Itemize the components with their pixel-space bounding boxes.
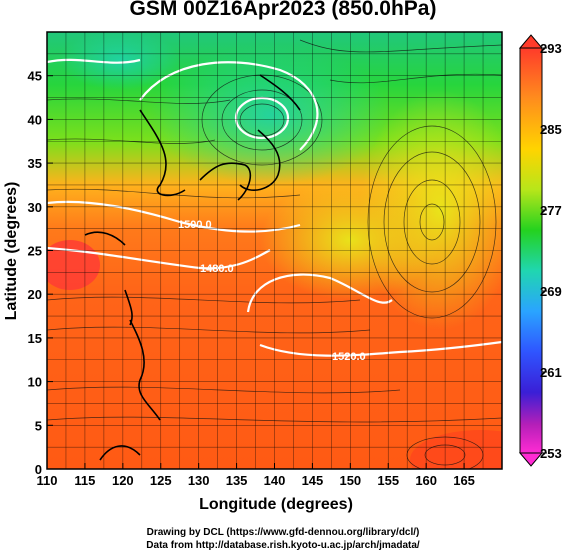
y-tick-label: 20 (28, 287, 42, 302)
colorbar-tick-label: 293 (540, 41, 562, 56)
x-tick-label: 115 (74, 473, 95, 488)
colorbar-tick-label: 261 (540, 365, 562, 380)
y-axis-label: Latitude (degrees) (3, 182, 20, 321)
wind-streamlines (47, 39, 502, 469)
map-grid (47, 32, 502, 469)
colorbar: 293 285 277 269 261 253 (518, 34, 562, 467)
contour-label: 1500.0 (178, 219, 212, 231)
credit-data: Data from http://database.rish.kyoto-u.a… (146, 540, 420, 551)
y-tick-label: 35 (28, 156, 42, 171)
y-tick-label: 25 (28, 244, 42, 259)
colorbar-scale (519, 47, 543, 454)
x-tick-label: 110 (37, 473, 58, 488)
contour-label: 1480.0 (200, 263, 234, 275)
y-tick-label: 45 (28, 69, 42, 84)
x-tick-label: 155 (377, 473, 399, 488)
colorbar-tick-label: 285 (540, 122, 562, 137)
y-tick-label: 40 (28, 112, 42, 127)
colorbar-tick-label: 269 (540, 284, 562, 299)
height-contours (47, 58, 502, 357)
y-tick-label: 15 (28, 331, 42, 346)
x-tick-label: 130 (188, 473, 210, 488)
y-tick-label: 5 (35, 418, 42, 433)
map-title: GSM 00Z16Apr2023 (850.0hPa) (129, 0, 437, 20)
y-axis: 0 5 10 15 20 25 30 35 40 45 (28, 69, 53, 477)
y-tick-label: 0 (35, 462, 42, 477)
x-tick-label: 160 (415, 473, 437, 488)
x-tick-label: 145 (302, 473, 324, 488)
x-tick-label: 120 (112, 473, 134, 488)
x-tick-label: 150 (339, 473, 361, 488)
y-tick-label: 30 (28, 200, 42, 215)
x-tick-label: 135 (226, 473, 248, 488)
x-tick-label: 165 (453, 473, 475, 488)
credit-drawing: Drawing by DCL (https://www.gfd-dennou.o… (146, 527, 420, 538)
x-axis-label: Longitude (degrees) (199, 496, 353, 513)
coastlines (84, 74, 301, 461)
colorbar-tick-label: 253 (540, 446, 562, 461)
contour-label: 1520.0 (332, 351, 366, 363)
y-tick-label: 10 (28, 375, 42, 390)
colorbar-top-arrow (518, 34, 544, 49)
x-tick-label: 125 (150, 473, 172, 488)
colorbar-bottom-arrow (518, 452, 544, 467)
x-tick-label: 140 (264, 473, 286, 488)
x-axis: 110 115 120 125 130 135 140 145 150 155 160 165 (37, 463, 475, 488)
colorbar-tick-label: 277 (540, 203, 562, 218)
